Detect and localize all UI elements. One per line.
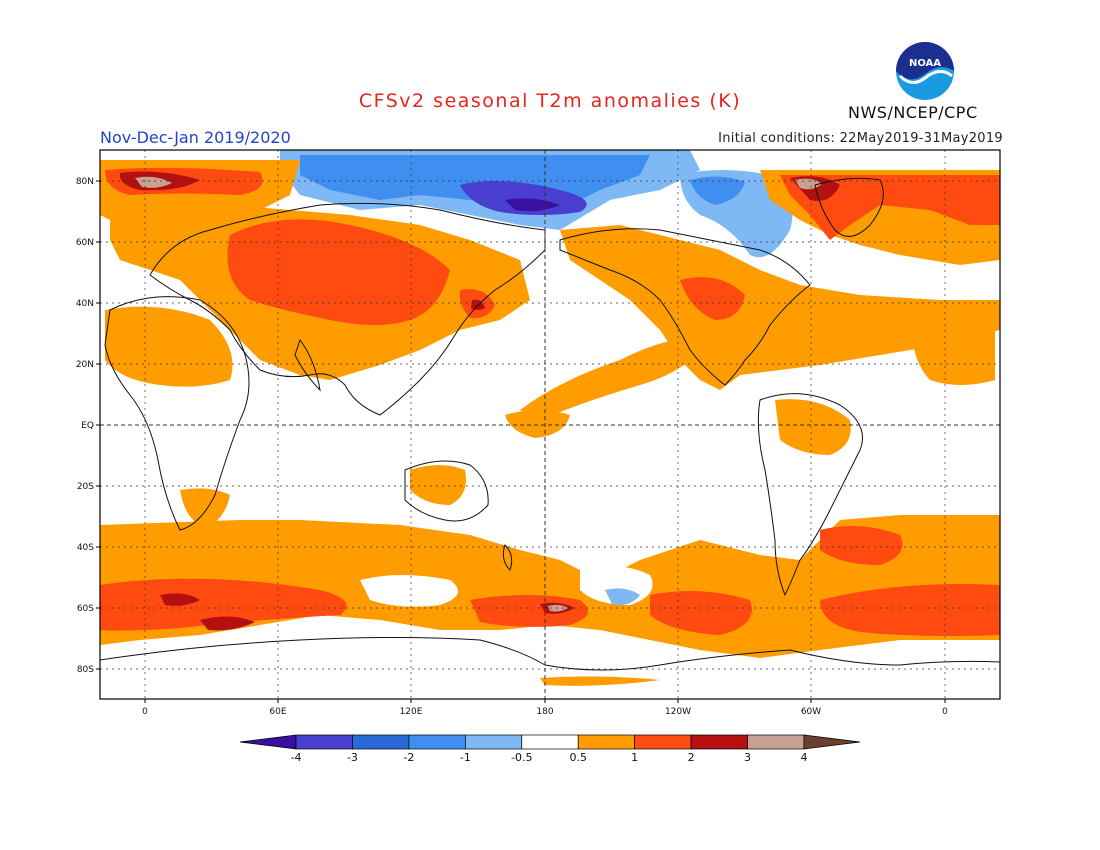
colorbar-label: 0.5 (569, 751, 587, 764)
lat-tick-label: 20N (76, 360, 94, 370)
australia-warm (410, 465, 466, 505)
latitude-labels: 80N 60N 40N 20N EQ 20S 40S 60S 80S (76, 177, 100, 675)
antarctic-strip-warm (540, 676, 660, 686)
colorbar-label: -0.5 (511, 751, 532, 764)
southern-ocean-white-gap (360, 575, 458, 607)
colorbar-label: 3 (744, 751, 751, 764)
lat-tick-label: EQ (81, 421, 94, 431)
lon-tick-label: 120E (400, 707, 423, 717)
equatorial-pacific-warm (505, 410, 570, 438)
svalbard-warm-max (135, 176, 172, 188)
colorbar-swatch (634, 734, 692, 750)
southern-ocean-core-4 (820, 584, 1000, 636)
noaa-logo: NOAA (895, 41, 955, 101)
canada-cold-core (690, 176, 745, 205)
colorbar-swatch (690, 734, 748, 750)
south-america-warm (775, 399, 851, 455)
colorbar-right-arrow (803, 734, 861, 750)
southern-ocean-core-1 (100, 578, 347, 631)
lon-tick-label: 0 (142, 707, 148, 717)
forecast-period: Nov-Dec-Jan 2019/2020 (100, 128, 291, 147)
southern-ocean-peak-2 (200, 616, 255, 631)
colorbar-swatch (464, 734, 523, 750)
longitude-labels: 0 60E 120E 180 120W 60W 0 (142, 699, 948, 717)
north-america-warm (560, 225, 1000, 390)
lon-tick-label: 180 (536, 707, 553, 717)
initial-conditions: Initial conditions: 22May2019-31May2019 (718, 131, 1003, 146)
logo-text: NOAA (909, 58, 941, 69)
southern-ocean-core-3 (650, 591, 752, 635)
lat-tick-label: 80N (76, 177, 94, 187)
colorbar-swatch (408, 734, 466, 750)
north-america-warm-core (680, 277, 745, 320)
southern-ocean-core-5 (820, 526, 903, 565)
lat-tick-label: 60N (76, 238, 94, 248)
colorbar-swatch (577, 734, 636, 750)
arctic-cold-core-2 (505, 198, 560, 212)
europe-asia-outline (149, 202, 546, 416)
pacific-warm-tongue (520, 340, 700, 415)
greenland-outline (814, 177, 884, 237)
africa-outline (104, 296, 250, 531)
lat-tick-label: 60S (77, 604, 94, 614)
lat-tick-label: 40N (76, 299, 94, 309)
cold-patch-southern (605, 588, 640, 605)
new-zealand-outline (502, 544, 513, 571)
arabia-warm (910, 305, 995, 385)
eurasia-warm-core (227, 219, 450, 325)
southern-ocean-warm (100, 515, 1000, 658)
africa-warm (105, 306, 233, 387)
colorbar-label: -2 (403, 751, 414, 764)
lat-tick-label: 20S (77, 482, 94, 492)
colorbar-swatch (295, 734, 353, 750)
lon-tick-label: 0 (942, 707, 948, 717)
australia-outline (404, 460, 489, 522)
colorbar-swatch (521, 734, 579, 750)
lon-tick-label: 60W (801, 707, 821, 717)
north-america-outline (559, 228, 811, 386)
chart-title: CFSv2 seasonal T2m anomalies (K) (358, 90, 742, 112)
india-outline (294, 338, 321, 392)
colorbar-label: 2 (688, 751, 695, 764)
lat-tick-label: 80S (77, 665, 94, 675)
southern-africa-warm (180, 488, 230, 528)
colorbar-left-arrow (239, 734, 297, 750)
lat-tick-label: 40S (77, 543, 94, 553)
colorbar-label: -3 (347, 751, 358, 764)
lon-tick-label: 60E (269, 707, 286, 717)
colorbar-swatch (747, 734, 805, 750)
gridlines (100, 150, 1000, 699)
colorbar-label: -1 (460, 751, 471, 764)
lon-tick-label: 120W (665, 707, 691, 717)
south-america-outline (757, 393, 863, 597)
colorbar-label: -4 (291, 751, 302, 764)
colorbar-swatch (352, 734, 410, 750)
agency-label: NWS/NCEP/CPC (848, 103, 978, 122)
southern-ocean-peak-1 (160, 593, 200, 606)
colorbar-label: 1 (631, 751, 638, 764)
colorbar-label: 4 (801, 751, 808, 764)
